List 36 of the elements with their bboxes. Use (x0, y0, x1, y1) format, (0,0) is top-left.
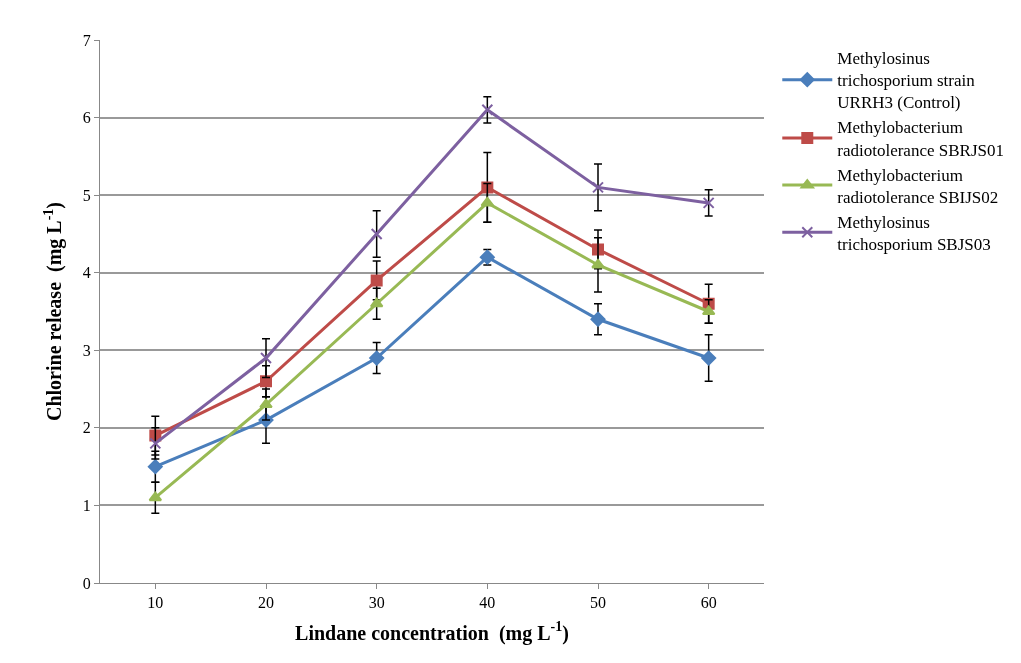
y-tick-label: 1 (82, 497, 91, 515)
x-tick-label: 10 (147, 594, 164, 612)
point (702, 196, 715, 209)
point (149, 437, 162, 450)
y-tick-label: 4 (82, 264, 91, 282)
legend-label: Methylosinus trichosporium strain URRH3 (Control) (837, 49, 976, 113)
point (591, 258, 605, 269)
legend-label: Methylobacterium radiotolerance SBRJS01 (837, 118, 1004, 160)
y-tick-label: 0 (82, 574, 91, 592)
point (590, 311, 606, 327)
point (260, 375, 272, 388)
point (481, 103, 494, 116)
legend-label: Methylosinus trichosporium SBJS03 (837, 212, 991, 254)
point (701, 350, 717, 366)
x-tick-label: 20 (258, 594, 274, 612)
point (369, 297, 384, 308)
point (592, 181, 604, 194)
point (259, 398, 273, 409)
x-tick-label: 60 (700, 594, 717, 612)
y-tick-label: 7 (82, 31, 91, 49)
x-axis-title: Lindane concentration (mg L$^{-1}$) (295, 619, 569, 645)
legend-label: Methylobacterium radiotolerance SBIJS02 (837, 165, 999, 207)
point (260, 352, 272, 365)
point (370, 274, 383, 287)
y-tick-label: 6 (82, 109, 91, 127)
y-tick-label: 5 (82, 186, 91, 204)
point (370, 227, 383, 240)
point (480, 196, 495, 207)
point (147, 459, 163, 475)
y-tick-label: 3 (82, 341, 91, 359)
x-tick-label: 40 (479, 594, 496, 612)
y-tick-label: 2 (82, 419, 91, 437)
point (148, 491, 163, 502)
point (369, 350, 385, 366)
x-tick-label: 30 (368, 594, 385, 612)
x-tick-label: 50 (590, 594, 606, 612)
